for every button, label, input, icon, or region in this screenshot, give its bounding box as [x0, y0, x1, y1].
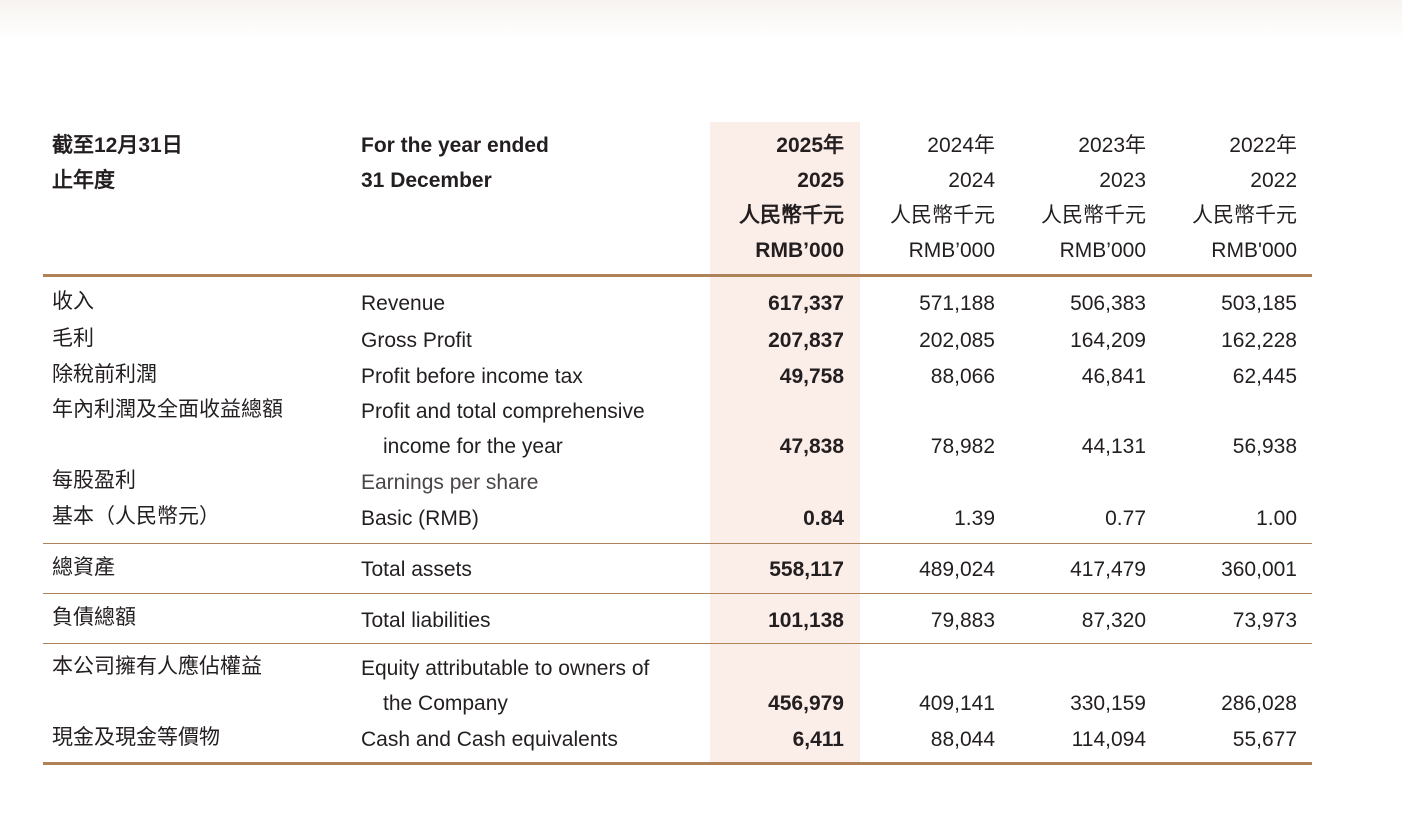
row-revenue-2025: 617,337 — [768, 292, 844, 315]
row-equity-zh: 本公司擁有人應佔權益 — [52, 655, 262, 678]
row-total-assets-zh: 總資產 — [52, 556, 115, 579]
row-cash-2024: 88,044 — [930, 728, 995, 751]
row-pbt-2022: 62,445 — [1232, 365, 1297, 388]
col-2022-unit-en: RMB'000 — [1211, 239, 1297, 262]
row-revenue-2024: 571,188 — [919, 292, 995, 315]
header-zh-line2: 止年度 — [52, 169, 115, 192]
col-2024-unit-zh: 人民幣千元 — [890, 204, 995, 227]
row-cash-2023: 114,094 — [1071, 728, 1146, 751]
row-revenue-en: Revenue — [361, 292, 446, 315]
col-2025-unit-zh: 人民幣千元 — [739, 204, 844, 227]
table-bottom-rule — [43, 762, 1312, 765]
row-equity-en-line1: Equity attributable to owners of — [361, 657, 650, 680]
row-eps-zh-line2: 基本（人民幣元） — [52, 505, 220, 528]
row-equity-2024: 409,141 — [919, 692, 995, 715]
row-total-comp-en-line1: Profit and total comprehensive — [361, 400, 645, 423]
row-pbt-2024: 88,066 — [930, 365, 995, 388]
row-cash-zh: 現金及現金等價物 — [52, 726, 220, 749]
row-revenue-2022: 503,185 — [1221, 292, 1297, 315]
row-total-liabilities-2022: 73,973 — [1232, 609, 1297, 632]
row-total-assets-2022: 360,001 — [1221, 558, 1297, 581]
row-total-assets-2025: 558,117 — [769, 558, 844, 581]
row-total-assets-en: Total assets — [361, 558, 472, 581]
row-eps-2025: 0.84 — [803, 507, 844, 530]
divider-before-equity — [43, 643, 1312, 644]
divider-before-assets — [43, 543, 1312, 544]
row-cash-en: Cash and Cash equivalents — [361, 728, 618, 751]
row-total-comp-2024: 78,982 — [930, 435, 995, 458]
row-eps-zh-line1: 每股盈利 — [52, 469, 136, 492]
row-revenue-2023: 506,383 — [1070, 292, 1146, 315]
row-eps-en-line1: Earnings per share — [361, 471, 539, 494]
col-2025-year: 2025 — [797, 169, 844, 192]
col-2023-unit-zh: 人民幣千元 — [1041, 204, 1146, 227]
row-total-liabilities-en: Total liabilities — [361, 609, 491, 632]
divider-before-liabilities — [43, 593, 1312, 594]
page-top-band — [0, 0, 1402, 40]
row-total-comp-2025: 47,838 — [779, 435, 844, 458]
col-2023-year: 2023 — [1099, 169, 1146, 192]
header-en-line2: 31 December — [361, 169, 492, 192]
row-eps-2022: 1.00 — [1256, 507, 1297, 530]
row-total-assets-2024: 489,024 — [919, 558, 995, 581]
row-total-liabilities-2025: 101,138 — [768, 609, 844, 632]
col-2023-unit-en: RMB’000 — [1059, 239, 1146, 262]
col-2025-unit-en: RMB’000 — [755, 239, 844, 262]
col-2022-year: 2022 — [1250, 169, 1297, 192]
row-total-assets-2023: 417,479 — [1070, 558, 1146, 581]
row-equity-2023: 330,159 — [1070, 692, 1146, 715]
row-gross-profit-zh: 毛利 — [52, 327, 94, 350]
header-divider — [43, 274, 1312, 277]
row-total-comp-en-line2: income for the year — [383, 435, 563, 458]
header-en-line1: For the year ended — [361, 134, 549, 157]
current-year-highlight-column — [710, 122, 860, 765]
col-2024-year: 2024 — [948, 169, 995, 192]
row-equity-2025: 456,979 — [768, 692, 844, 715]
row-gross-profit-2025: 207,837 — [768, 329, 844, 352]
row-pbt-2023: 46,841 — [1081, 365, 1146, 388]
row-cash-2022: 55,677 — [1232, 728, 1297, 751]
col-2024-year-zh: 2024年 — [927, 134, 995, 157]
row-equity-2022: 286,028 — [1221, 692, 1297, 715]
row-total-liabilities-2024: 79,883 — [930, 609, 995, 632]
col-2023-year-zh: 2023年 — [1078, 134, 1146, 157]
row-eps-2024: 1.39 — [954, 507, 995, 530]
row-eps-en-line2: Basic (RMB) — [361, 507, 479, 530]
row-gross-profit-2024: 202,085 — [919, 329, 995, 352]
row-cash-2025: 6,411 — [792, 728, 844, 751]
row-gross-profit-2022: 162,228 — [1221, 329, 1297, 352]
row-total-comp-2022: 56,938 — [1232, 435, 1297, 458]
row-total-liabilities-zh: 負債總額 — [52, 606, 136, 629]
row-total-comp-zh: 年內利潤及全面收益總額 — [52, 398, 283, 421]
col-2025-year-zh: 2025年 — [776, 134, 844, 157]
row-gross-profit-2023: 164,209 — [1070, 329, 1146, 352]
row-total-liabilities-2023: 87,320 — [1081, 609, 1146, 632]
header-zh-line1: 截至12月31日 — [52, 134, 183, 157]
col-2024-unit-en: RMB’000 — [908, 239, 995, 262]
row-pbt-zh: 除稅前利潤 — [52, 363, 157, 386]
row-revenue-zh: 收入 — [52, 290, 94, 313]
row-pbt-en: Profit before income tax — [361, 365, 583, 388]
row-total-comp-2023: 44,131 — [1081, 435, 1146, 458]
row-pbt-2025: 49,758 — [779, 365, 844, 388]
col-2022-unit-zh: 人民幣千元 — [1192, 204, 1297, 227]
row-eps-2023: 0.77 — [1105, 507, 1146, 530]
row-gross-profit-en: Gross Profit — [361, 329, 472, 352]
row-equity-en-line2: the Company — [383, 692, 508, 715]
col-2022-year-zh: 2022年 — [1229, 134, 1297, 157]
